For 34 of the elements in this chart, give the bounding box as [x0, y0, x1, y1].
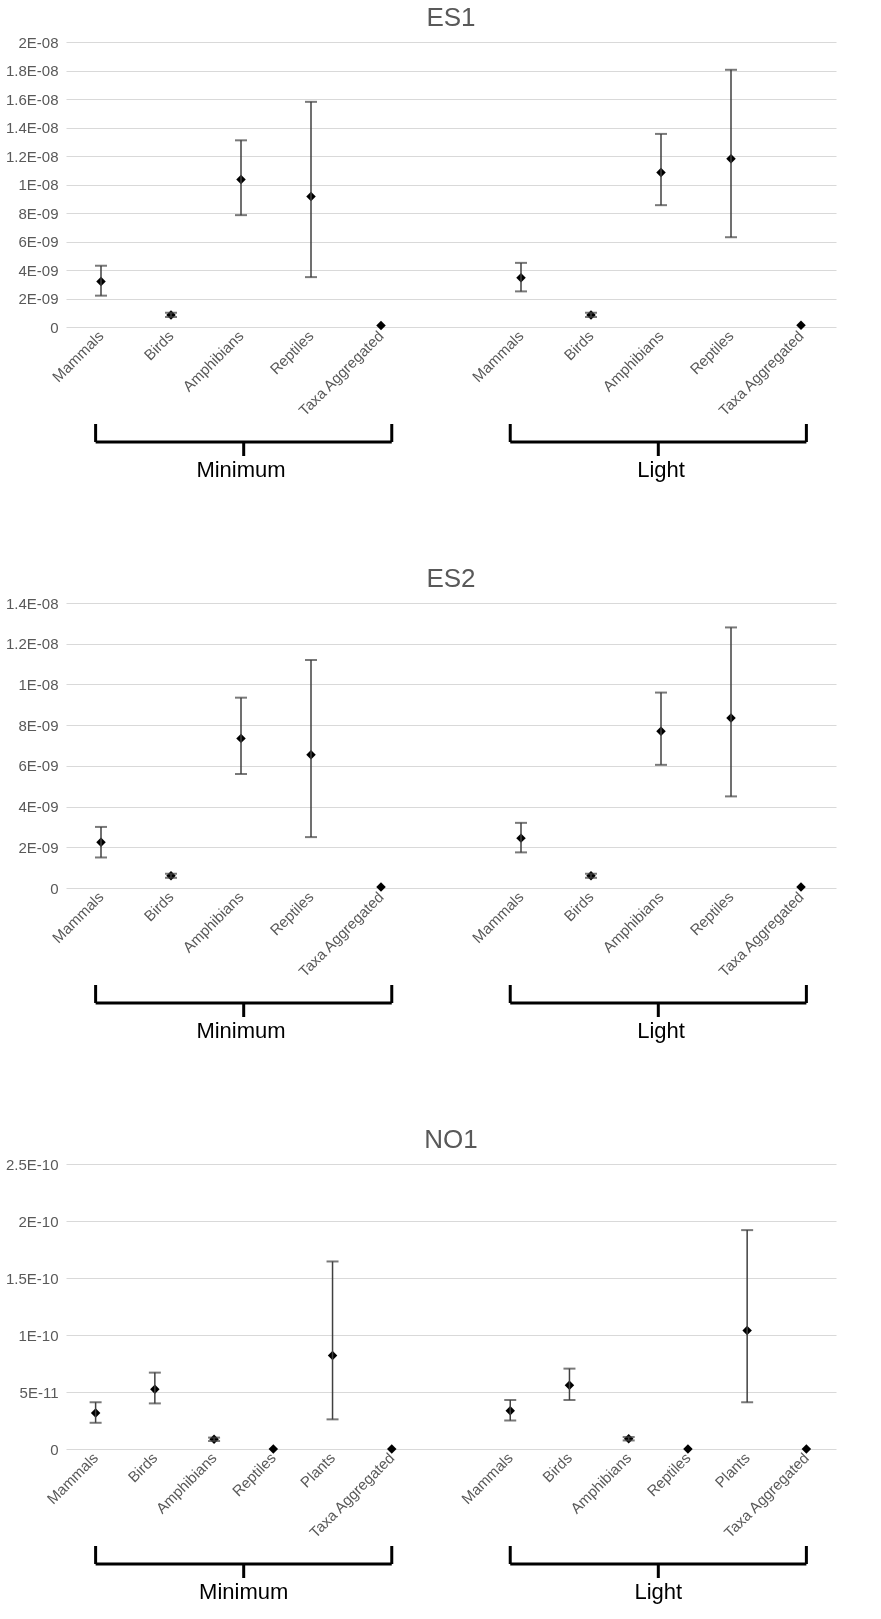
y-tick-label: 1.6E-08: [5, 90, 59, 108]
text: Minimum: [196, 1018, 286, 1043]
y-tick-label: 1E-08: [18, 675, 59, 693]
y-tick-label: 1.4E-08: [5, 594, 59, 612]
y-tick-label: 8E-09: [18, 204, 59, 222]
y-tick-label: 1.2E-08: [5, 147, 59, 165]
chart-title: ES2: [426, 563, 476, 593]
y-tick-label: 1.4E-08: [5, 119, 59, 136]
y-tick-label: 6E-09: [18, 233, 59, 250]
y-tick-label: 1.5E-10: [5, 1269, 59, 1287]
y-tick-label: 6E-09: [18, 757, 59, 775]
y-tick-label: 2.5E-10: [5, 1155, 59, 1173]
text: Light: [634, 1579, 683, 1604]
y-tick-label: 1.8E-08: [5, 62, 59, 79]
text: Light: [637, 1018, 685, 1043]
y-tick-label: 8E-09: [18, 716, 59, 734]
y-tick-label: 2E-08: [18, 33, 59, 51]
y-tick-label: 4E-09: [18, 798, 59, 816]
y-tick-label: 2E-09: [18, 838, 59, 856]
y-tick-label: 0: [50, 879, 59, 897]
y-tick-label: 1E-08: [18, 176, 59, 193]
y-tick-label: 4E-09: [18, 261, 59, 279]
chart-title: NO1: [424, 1124, 478, 1154]
y-tick-label: 5E-11: [19, 1383, 59, 1401]
y-tick-label: 1.2E-08: [5, 635, 59, 653]
y-tick-label: 0: [50, 1440, 59, 1458]
y-tick-label: 0: [50, 318, 59, 336]
y-tick-label: 1E-10: [18, 1326, 59, 1344]
y-tick-label: 2E-09: [18, 290, 59, 307]
y-tick-label: 2E-10: [18, 1212, 59, 1230]
chart-title: ES1: [426, 2, 476, 32]
text: Minimum: [199, 1579, 289, 1604]
text: Light: [637, 457, 685, 482]
text: Minimum: [196, 457, 286, 482]
